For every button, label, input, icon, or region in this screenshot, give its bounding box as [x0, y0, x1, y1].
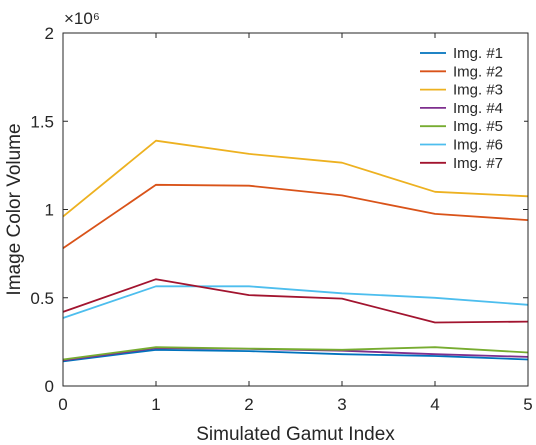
series-line-5 [62, 346, 529, 361]
tick-layer: 0 1 2 3 4 5 0 0.5 1 1.5 2 [30, 24, 532, 414]
x-tick-label: 5 [523, 395, 532, 414]
legend-label-1: Img. #1 [453, 45, 503, 62]
series-line-3 [62, 139, 529, 218]
series-line-2 [62, 183, 529, 250]
legend-label-6: Img. #6 [453, 137, 503, 154]
legend-label-5: Img. #5 [453, 118, 503, 135]
x-axis-label: Simulated Gamut Index [196, 424, 395, 445]
exponent-label: ×10⁶ [64, 9, 100, 28]
series-line-1 [62, 348, 529, 363]
legend-label-2: Img. #2 [453, 63, 503, 80]
series-layer [62, 139, 529, 363]
series-line-6 [62, 285, 529, 319]
x-tick-label: 1 [151, 395, 160, 414]
y-tick-label: 2 [45, 24, 54, 43]
series-line-7 [62, 278, 529, 324]
x-tick-label: 2 [244, 395, 253, 414]
y-tick-label: 1 [45, 201, 54, 220]
y-axis-label: Image Color Volume [4, 123, 25, 295]
x-tick-label: 0 [58, 395, 67, 414]
legend-label-7: Img. #7 [453, 155, 503, 172]
x-tick-label: 4 [430, 395, 439, 414]
y-tick-label: 0.5 [30, 289, 54, 308]
legend-label-4: Img. #4 [453, 100, 503, 117]
y-tick-label: 0 [45, 377, 54, 396]
legend-label-3: Img. #3 [453, 82, 503, 99]
x-tick-label: 3 [337, 395, 346, 414]
y-tick-label: 1.5 [30, 112, 54, 131]
legend-box [414, 44, 524, 179]
